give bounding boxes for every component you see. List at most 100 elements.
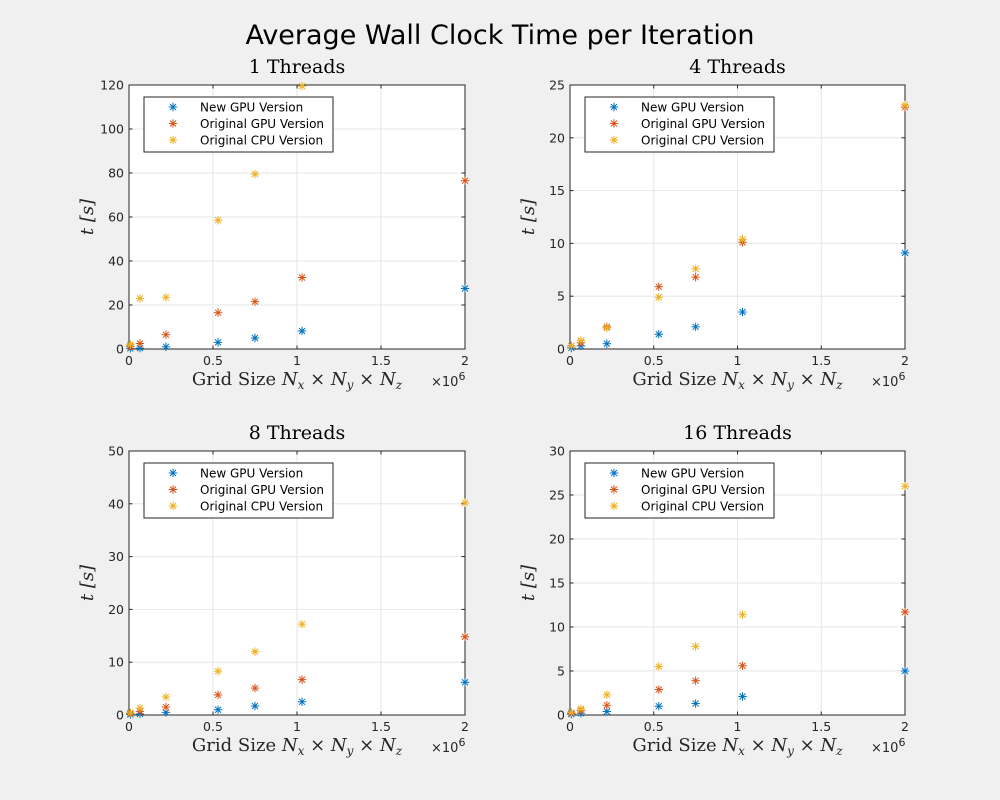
y-tick-label: 60 [108, 210, 124, 225]
x-axis-label: Grid Size Nx × Ny × Nz [632, 369, 843, 392]
legend-entry: Original CPU Version [641, 134, 764, 148]
y-tick-label: 15 [549, 576, 565, 591]
data-point [250, 333, 260, 343]
data-point [691, 272, 700, 282]
data-point [567, 341, 576, 351]
legend-entry: Original GPU Version [641, 483, 765, 497]
data-point [460, 284, 470, 293]
y-tick-label: 20 [108, 298, 124, 313]
data-point [460, 632, 470, 642]
x-tick-label: 1 [293, 719, 301, 734]
data-point [161, 330, 171, 339]
y-tick-label: 30 [108, 549, 124, 564]
data-point [691, 642, 700, 651]
legend: New GPU Version Original GPU Version Origi… [143, 96, 334, 153]
y-axis-label: t [s] [77, 198, 98, 235]
legend-marker [609, 119, 619, 128]
x-axis-label: Grid Size Nx × Ny × Nz [192, 735, 403, 758]
legend-entry: New GPU Version [641, 101, 744, 115]
data-point [297, 697, 307, 706]
data-point [738, 234, 747, 244]
y-tick-label: 40 [108, 254, 124, 269]
series-3 [126, 498, 470, 718]
legend-entry: New GPU Version [641, 467, 744, 481]
y-tick-label: 5 [557, 289, 565, 304]
y-tick-label: 10 [108, 655, 124, 670]
legend-marker [168, 119, 178, 128]
data-point [213, 338, 223, 347]
x-tick-label: 2 [461, 719, 469, 734]
series-3 [567, 482, 910, 717]
data-point [213, 690, 223, 700]
y-tick-label: 15 [549, 183, 565, 198]
y-tick-label: 20 [549, 532, 565, 547]
data-point [460, 678, 470, 687]
x-tick-label: 1.5 [811, 353, 831, 368]
legend-entry: Original GPU Version [200, 483, 324, 497]
x-axis-exponent: ×106 [871, 370, 905, 390]
data-point [654, 685, 663, 694]
x-axis-exponent: ×106 [431, 370, 465, 390]
y-tick-label: 40 [108, 496, 124, 511]
data-point [250, 701, 260, 711]
data-point [738, 692, 747, 701]
data-point [567, 708, 576, 717]
data-point [213, 666, 223, 676]
y-tick-label: 5 [557, 664, 565, 679]
subplot-title: 8 Threads [249, 422, 346, 444]
data-point [691, 676, 700, 685]
series-3 [126, 81, 307, 349]
x-tick-label: 0.5 [203, 719, 223, 734]
data-point [900, 607, 910, 617]
data-point [900, 248, 910, 258]
legend-entry: Original CPU Version [200, 134, 323, 148]
y-tick-label: 10 [549, 236, 565, 251]
x-tick-label: 0 [566, 719, 574, 734]
data-point [900, 100, 910, 110]
subplot-title: 16 Threads [683, 422, 792, 444]
y-tick-label: 10 [549, 620, 565, 635]
legend-marker [609, 468, 619, 478]
data-point [576, 336, 586, 345]
legend-marker [609, 501, 619, 511]
data-point [250, 647, 260, 656]
y-tick-label: 0 [557, 708, 565, 723]
legend-entry: Original GPU Version [200, 117, 324, 131]
legend-marker [168, 485, 178, 494]
data-point [900, 482, 910, 491]
data-point [250, 169, 260, 179]
subplot-title: 4 Threads [689, 56, 786, 78]
x-tick-label: 2 [901, 353, 909, 368]
y-tick-label: 50 [108, 444, 124, 459]
data-point [602, 323, 612, 333]
data-point [135, 294, 145, 303]
data-point [691, 264, 700, 273]
y-tick-label: 30 [549, 444, 565, 459]
legend-marker [168, 135, 178, 145]
data-point [297, 81, 307, 91]
x-tick-label: 1.5 [371, 353, 391, 368]
data-point [460, 498, 470, 507]
data-point [738, 610, 747, 619]
x-axis-label: Grid Size Nx × Ny × Nz [632, 735, 843, 758]
data-point [161, 342, 171, 351]
data-point [135, 703, 145, 713]
data-point [161, 702, 171, 712]
legend-entry: Original CPU Version [641, 500, 764, 514]
data-point [126, 708, 135, 718]
data-point [161, 293, 171, 302]
data-point [738, 307, 747, 317]
x-tick-label: 1.5 [811, 719, 831, 734]
data-point [250, 297, 260, 306]
legend-marker [609, 135, 619, 145]
data-point [213, 705, 223, 714]
figure-title: Average Wall Clock Time per Iteration [245, 20, 754, 51]
y-axis-label: t [s] [518, 564, 539, 601]
data-point [460, 176, 470, 185]
data-point [654, 330, 663, 339]
